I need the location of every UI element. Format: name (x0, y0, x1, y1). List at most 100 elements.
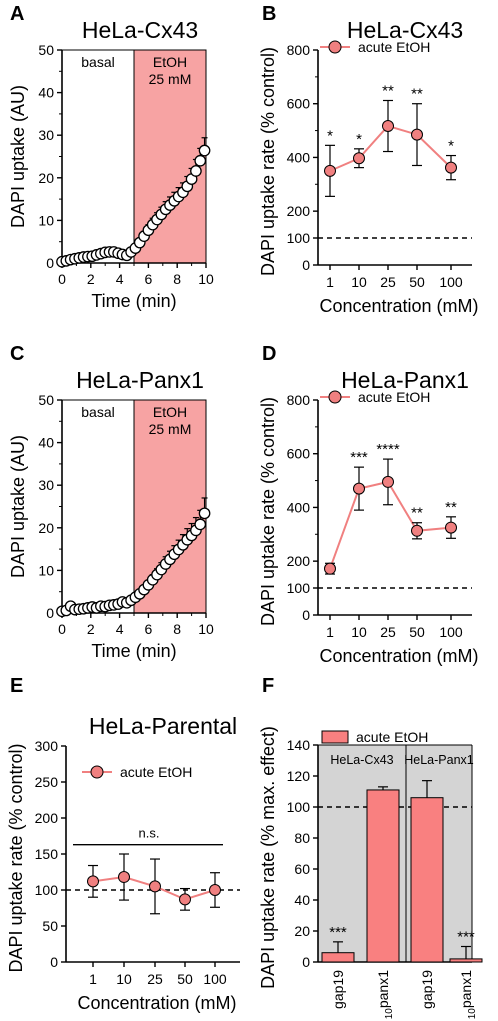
legend-label: acute EtOH (356, 729, 428, 745)
x-axis-label: Time (min) (91, 291, 176, 311)
y-tick-label: 20 (38, 170, 54, 186)
region-label: EtOH (153, 404, 187, 420)
y-tick-label: 300 (35, 738, 59, 754)
region-label: basal (81, 54, 114, 70)
data-point (324, 562, 336, 575)
data-point (87, 875, 99, 888)
region-label: 25 mM (149, 71, 192, 87)
y-axis-label: DAPI uptake rate (% control) (6, 743, 26, 972)
x-tick-label: 50 (409, 274, 425, 290)
x-tick-label: 25 (147, 971, 163, 987)
x-tick-label: 8 (173, 271, 181, 287)
y-tick-label: 600 (287, 446, 311, 462)
group-label: HeLa-Panx1 (404, 753, 474, 767)
significance-label: ** (411, 86, 423, 103)
significance-label: ** (382, 82, 394, 99)
data-point (324, 164, 336, 177)
region-basal (61, 49, 135, 264)
bar (410, 797, 444, 963)
x-tick-label: 100 (439, 624, 463, 640)
legend-marker (328, 40, 342, 54)
x-tick-label: 2 (87, 621, 95, 637)
y-tick-label: 50 (42, 918, 58, 934)
region-basal (61, 399, 135, 614)
y-tick-label: 30 (38, 477, 54, 493)
dose-panel-E: HeLa-Parental 0 50 100 150 200 250 300 1 10 25 50 10… (6, 713, 240, 1013)
x-tick-label: 0 (58, 621, 66, 637)
group-label: HeLa-Cx43 (330, 753, 393, 767)
x-tick-label: 10 (198, 271, 214, 287)
x-tick-label: 2 (87, 271, 95, 287)
data-point (353, 152, 365, 165)
significance-label: ** (445, 499, 457, 516)
legend-swatch (321, 730, 349, 744)
data-point (445, 521, 457, 534)
y-tick-label: 30 (38, 127, 54, 143)
x-tick-label: 10 (116, 971, 132, 987)
y-tick-label: 50 (38, 42, 54, 58)
y-tick-label: 140 (287, 737, 311, 753)
panel-label-F: F (262, 675, 274, 697)
y-tick-label: 50 (38, 392, 54, 408)
x-tick-label: 6 (145, 621, 153, 637)
x-tick-label: 1 (326, 624, 334, 640)
bar (449, 958, 483, 963)
data-point (445, 161, 457, 174)
chart-title: HeLa-Cx43 (82, 17, 198, 43)
significance-label: *** (350, 449, 368, 466)
x-tick-label: 8 (173, 621, 181, 637)
y-tick-label: 800 (287, 392, 311, 408)
y-tick-label: 400 (287, 149, 311, 165)
x-tick-label: 100 (203, 971, 227, 987)
dose-panel-D: HeLa-Panx1 0 100 200 400 600 800 1 10 25 50 100 Conc… (258, 367, 479, 666)
chart-title: HeLa-Parental (89, 713, 237, 739)
x-tick-label: 4 (116, 621, 124, 637)
region-label: EtOH (153, 54, 187, 70)
y-tick-label: 400 (287, 499, 311, 515)
region-label: 25 mM (149, 421, 192, 437)
data-point (149, 880, 161, 893)
chart-title: HeLa-Cx43 (347, 17, 463, 43)
y-tick-label: 100 (287, 230, 311, 246)
y-tick-label: 80 (294, 830, 310, 846)
data-point (179, 893, 191, 906)
y-tick-label: 40 (294, 892, 310, 908)
y-tick-label: 120 (287, 768, 311, 784)
y-tick-label: 200 (35, 810, 59, 826)
data-point (382, 120, 394, 133)
x-tick-label: 25 (380, 274, 396, 290)
y-tick-label: 250 (35, 774, 59, 790)
x-axis-label: Time (min) (91, 641, 176, 661)
data-point (411, 128, 423, 141)
x-tick-label: 25 (380, 624, 396, 640)
x-tick-label: 10 (351, 624, 367, 640)
y-tick-label: 0 (46, 255, 54, 271)
y-axis-label: DAPI uptake rate (% max. effect) (258, 726, 278, 989)
y-axis-label: DAPI uptake rate (% control) (258, 397, 278, 626)
data-point (194, 518, 207, 531)
data-point (411, 524, 423, 537)
data-point (382, 475, 394, 488)
y-tick-label: 0 (50, 954, 58, 970)
series-line (329, 124, 452, 172)
x-tick-label: 1 (326, 274, 334, 290)
y-tick-label: 100 (35, 882, 59, 898)
series-line (329, 480, 452, 570)
data-point (353, 482, 365, 495)
x-axis-label: Concentration (mM) (319, 646, 478, 666)
significance-label: **** (376, 441, 400, 458)
significance-label: ** (411, 505, 423, 522)
y-tick-label: 60 (294, 861, 310, 877)
significance-label: * (356, 131, 362, 148)
dose-panel-B: HeLa-Cx43 0 100 200 400 600 800 1 10 25 50 100 Conce… (258, 17, 479, 316)
x-tick-label: 100 (439, 274, 463, 290)
y-tick-label: 600 (287, 96, 311, 112)
chart-title: HeLa-Panx1 (341, 367, 469, 393)
panel-label-D: D (262, 343, 276, 365)
y-axis-label: DAPI uptake (AU) (8, 435, 28, 578)
bar (321, 952, 355, 963)
x-tick-label: 10 (198, 621, 214, 637)
x-tick-label: gap19 (419, 970, 435, 1009)
y-tick-label: 0 (46, 605, 54, 621)
